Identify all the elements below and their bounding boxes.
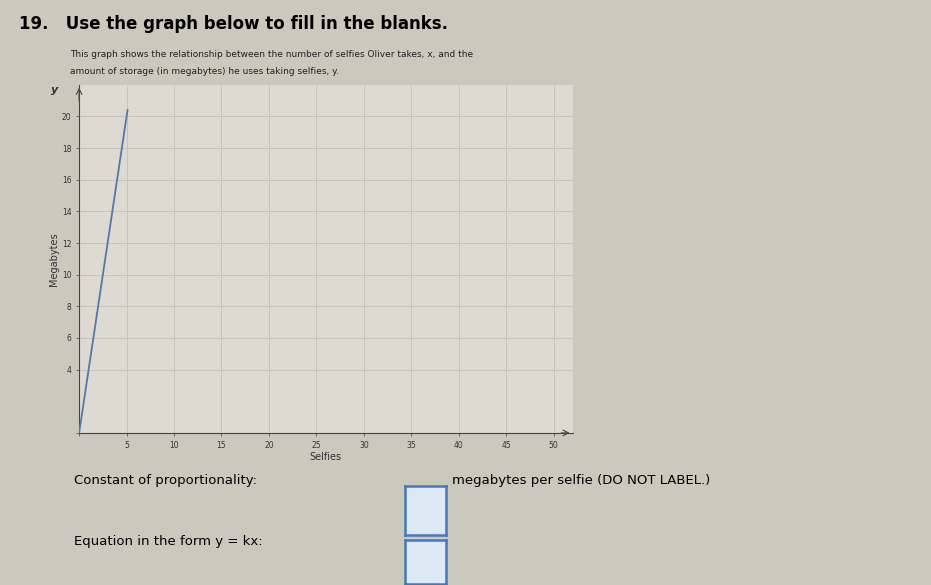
Text: This graph shows the relationship between the number of selfies Oliver takes, x,: This graph shows the relationship betwee… [70,50,473,58]
Y-axis label: Megabytes: Megabytes [49,232,59,285]
Text: 19.   Use the graph below to fill in the blanks.: 19. Use the graph below to fill in the b… [19,15,448,33]
X-axis label: Selfies: Selfies [310,452,342,462]
Text: amount of storage (in megabytes) he uses taking selfies, y.: amount of storage (in megabytes) he uses… [70,67,339,76]
Text: Constant of proportionality:: Constant of proportionality: [74,474,258,487]
Text: y: y [50,85,58,95]
Text: Equation in the form y = kx:: Equation in the form y = kx: [74,535,263,548]
Text: megabytes per selfie (DO NOT LABEL.): megabytes per selfie (DO NOT LABEL.) [452,474,709,487]
